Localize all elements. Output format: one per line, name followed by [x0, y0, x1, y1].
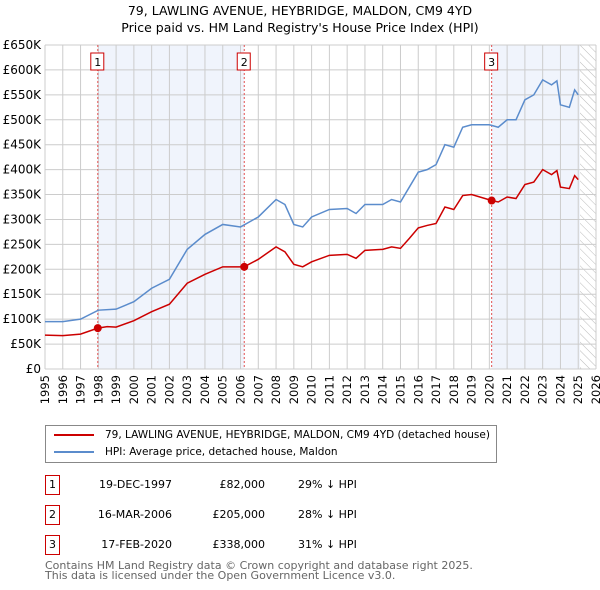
legend-hpi: HPI: Average price, detached house, Mald…	[54, 446, 338, 458]
x-tick-label: 2005	[216, 375, 230, 404]
y-tick-label: £150K	[3, 287, 43, 301]
x-tick-label: 2002	[162, 375, 176, 404]
x-tick-label: 1998	[91, 375, 105, 404]
future-hatch	[580, 45, 596, 369]
sale-label: 2	[241, 56, 248, 69]
sale-price: £205,000	[212, 508, 266, 521]
sale-label-box	[236, 52, 251, 71]
x-tick-label: 2000	[127, 375, 141, 404]
x-tick-label: 1999	[109, 375, 123, 404]
y-tick-label: £250K	[3, 237, 43, 251]
x-tick-label: 2009	[287, 375, 301, 404]
x-tick-label: 2008	[269, 375, 283, 404]
sale-label: 3	[488, 56, 495, 69]
blue-line-icon	[54, 451, 94, 453]
transaction-row: 2 16-MAR-2006 £205,000 28% ↓ HPI	[45, 505, 505, 525]
sale-point	[93, 324, 102, 333]
x-tick-label: 2022	[518, 375, 532, 404]
x-tick-label: 1995	[38, 375, 52, 404]
y-tick-label: £0	[26, 362, 41, 376]
y-tick-label: £300K	[3, 212, 43, 226]
x-tick-label: 2019	[465, 375, 479, 404]
sale-price: £82,000	[219, 478, 266, 491]
y-tick-label: £500K	[3, 113, 43, 127]
sale-hpi-diff: 28% ↓ HPI	[298, 508, 357, 521]
transaction-row: 1 19-DEC-1997 £82,000 29% ↓ HPI	[45, 475, 505, 495]
transaction-row: 3 17-FEB-2020 £338,000 31% ↓ HPI	[45, 535, 505, 555]
y-tick-label: £350K	[3, 188, 43, 202]
x-tick-label: 2003	[180, 375, 194, 404]
y-tick-label: £200K	[3, 262, 43, 276]
sale-date: 16-MAR-2006	[97, 508, 172, 521]
x-tick-label: 2013	[358, 375, 372, 404]
x-tick-label: 2020	[482, 375, 496, 404]
x-tick-label: 2006	[234, 375, 248, 404]
chart-title: 79, LAWLING AVENUE, HEYBRIDGE, MALDON, C…	[127, 3, 473, 18]
legend-property: 79, LAWLING AVENUE, HEYBRIDGE, MALDON, C…	[54, 429, 490, 441]
sale-label: 1	[94, 56, 101, 69]
sale-number-badge: 3	[45, 535, 60, 555]
y-tick-label: £550K	[3, 88, 43, 102]
x-tick-label: 2023	[536, 375, 550, 404]
sale-point	[240, 262, 249, 271]
sale-number-badge: 2	[45, 505, 60, 525]
y-tick-label: £600K	[3, 63, 43, 77]
footer-line: Contains HM Land Registry data © Crown c…	[45, 559, 473, 572]
legend-label: 79, LAWLING AVENUE, HEYBRIDGE, MALDON, C…	[105, 429, 490, 441]
x-tick-label: 1996	[56, 375, 70, 404]
sale-date: 17-FEB-2020	[101, 538, 172, 551]
red-line-icon	[54, 434, 94, 436]
shaded-period	[97, 45, 245, 369]
x-tick-label: 2011	[322, 375, 336, 404]
x-tick-label: 2004	[198, 375, 212, 404]
sale-point	[487, 196, 496, 205]
x-tick-label: 2012	[340, 375, 354, 404]
y-tick-label: £450K	[3, 138, 43, 152]
hpi-line	[45, 78, 579, 323]
y-tick-label: £50K	[10, 337, 42, 351]
x-tick-label: 2015	[393, 375, 407, 404]
legend: 79, LAWLING AVENUE, HEYBRIDGE, MALDON, C…	[45, 425, 497, 463]
footer: Contains HM Land Registry data © Crown c…	[45, 559, 473, 582]
sale-price: £338,000	[212, 538, 266, 551]
x-tick-label: 2025	[571, 375, 585, 404]
shaded-period	[491, 45, 581, 369]
x-tick-label: 2007	[251, 375, 265, 404]
x-tick-label: 2024	[553, 375, 567, 404]
legend-label: HPI: Average price, detached house, Mald…	[105, 446, 338, 458]
property-price-line	[44, 168, 579, 337]
y-tick-label: £100K	[3, 312, 43, 326]
sale-number-badge: 1	[45, 475, 60, 495]
x-tick-label: 2014	[376, 375, 390, 404]
x-tick-label: 2026	[589, 375, 600, 404]
x-tick-label: 2010	[305, 375, 319, 404]
sale-hpi-diff: 31% ↓ HPI	[298, 538, 357, 551]
y-tick-label: £400K	[3, 163, 43, 177]
x-tick-label: 2016	[411, 375, 425, 404]
footer-line: This data is licensed under the Open Gov…	[45, 569, 396, 582]
price-chart: 1995 1996 1997 1998 1999 2000 2001 2002 2003 2004…	[3, 38, 600, 404]
chart-subtitle: Price paid vs. HM Land Registry's House …	[121, 20, 479, 35]
sale-hpi-diff: 29% ↓ HPI	[298, 478, 357, 491]
x-tick-label: 1997	[74, 375, 88, 404]
sale-label-box	[484, 52, 499, 71]
x-tick-label: 2001	[145, 375, 159, 404]
sale-label-box	[90, 52, 105, 71]
sale-date: 19-DEC-1997	[98, 478, 172, 491]
y-tick-label: £650K	[3, 38, 43, 52]
x-tick-label: 2017	[429, 375, 443, 404]
x-tick-label: 2018	[447, 375, 461, 404]
x-tick-label: 2021	[500, 375, 514, 404]
